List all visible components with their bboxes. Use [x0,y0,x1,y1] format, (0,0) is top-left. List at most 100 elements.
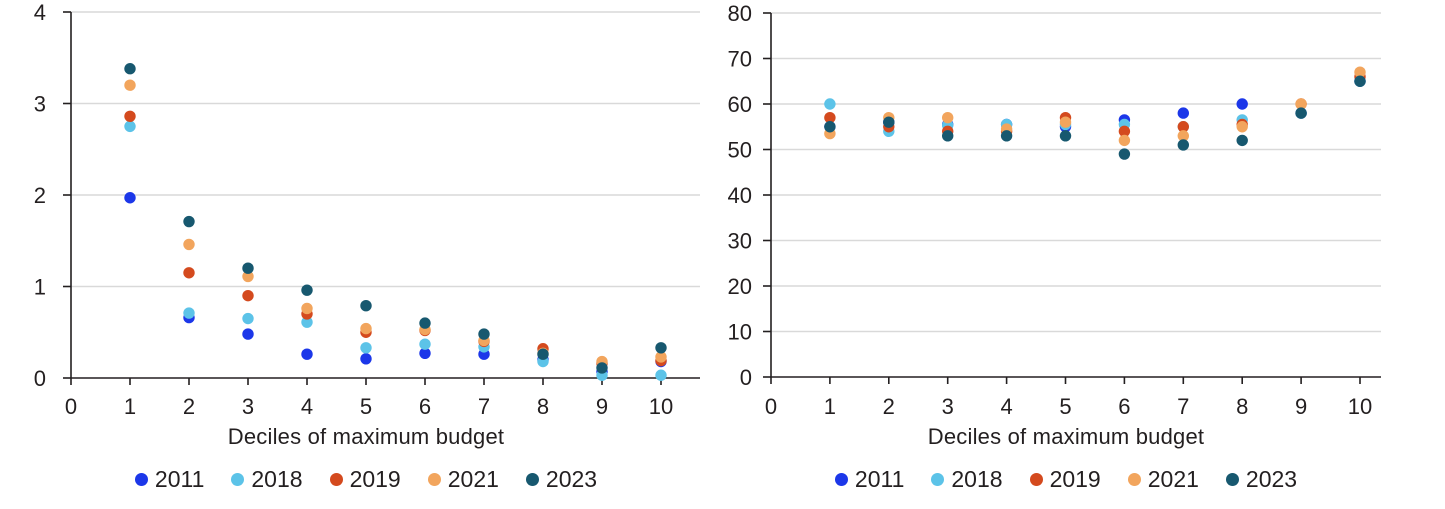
legend-dot-2018 [931,473,945,486]
legend-item-2018: 2018 [231,466,303,493]
data-point-2023 [596,362,608,374]
data-point-2023 [1354,75,1366,87]
data-point-2023 [1059,130,1072,142]
y-axis-tick-label: 10 [728,320,752,345]
legend-label: 2023 [1245,466,1298,492]
data-point-2021 [1354,66,1366,78]
legend-label: 2021 [447,466,499,492]
y-axis-tick-label: 2 [34,183,46,208]
x-axis-tick-label: 6 [419,394,431,419]
data-point-2023 [1000,130,1013,142]
data-point-2019 [824,111,836,124]
legend-dot-2023 [1225,473,1239,486]
legend-item-2023: 2023 [1225,466,1298,493]
y-axis-tick-label: 1 [34,275,46,300]
legend-item-2021: 2021 [427,466,499,493]
legend-item-2011: 2011 [834,466,905,493]
x-axis-title-right: Deciles of maximum budget [927,424,1205,449]
data-point-2023 [124,63,136,75]
y-axis-tick-label: 20 [728,274,752,299]
data-point-2023 [242,262,254,274]
y-axis-tick-label: 4 [34,0,46,25]
data-point-2023 [655,342,667,354]
y-axis-tick-label: 30 [728,229,752,254]
x-axis-tick-label: 0 [765,394,777,419]
data-point-2023 [301,284,313,296]
x-axis-tick-label: 3 [942,394,954,419]
y-axis-tick-label: 50 [728,138,752,163]
legend-left: 2011 2018 2019 2021 2023 [71,466,661,493]
data-point-2011 [1177,107,1190,119]
data-point-2023 [1295,107,1307,119]
data-point-2021 [124,79,136,91]
legend-dot-2018 [231,473,245,486]
data-point-2019 [1177,121,1190,133]
x-axis-tick-label: 9 [1295,394,1307,419]
legend-item-2019: 2019 [1029,466,1101,493]
data-point-2018 [655,369,667,381]
x-axis-tick-label: 5 [360,394,372,419]
x-axis-tick-label: 10 [649,394,673,419]
x-axis-tick-label: 5 [1059,394,1071,419]
x-axis-tick-label: 8 [537,394,549,419]
legend-dot-2011 [134,473,148,486]
legend-right: 2011 2018 2019 2021 2023 [771,466,1361,493]
legend-label: 2023 [545,466,598,492]
legend-dot-2023 [525,473,539,486]
data-point-2011 [124,192,136,204]
data-point-2018 [242,312,254,325]
legend-dot-2021 [1127,473,1141,486]
legend-dot-2019 [329,473,343,486]
data-point-2019 [124,110,136,123]
legend-label: 2011 [154,466,205,492]
data-point-2021 [183,238,195,251]
legend-dot-2011 [834,473,848,486]
data-point-2023 [537,348,549,360]
data-point-2018 [301,316,313,328]
y-axis-tick-label: 70 [728,47,752,72]
data-point-2011 [301,348,313,360]
legend-dot-2021 [427,473,441,486]
data-point-2023 [1177,139,1190,151]
data-point-2021 [360,322,372,335]
data-point-2023 [1118,148,1131,160]
x-axis-title-left: Deciles of maximum budget [227,424,505,449]
data-point-2018 [824,98,836,110]
data-point-2021 [1295,98,1307,110]
data-point-2011 [419,347,431,359]
x-axis-tick-label: 8 [1236,394,1248,419]
legend-label: 2018 [251,466,303,492]
legend-label: 2018 [951,466,1003,492]
legend-item-2019: 2019 [329,466,401,493]
data-point-2021 [242,270,254,283]
data-point-2021 [1236,121,1248,133]
data-point-2021 [1118,134,1131,147]
x-axis-tick-label: 4 [1000,394,1012,419]
y-axis-tick-label: 60 [728,92,752,117]
data-point-2018 [124,120,136,133]
data-point-2011 [242,328,254,340]
data-point-2019 [183,267,195,279]
x-axis-tick-label: 6 [1118,394,1130,419]
legend-item-2023: 2023 [525,466,598,493]
data-point-2023 [478,328,490,340]
legend-label: 2011 [854,466,905,492]
y-axis-tick-label: 80 [728,1,752,26]
data-point-2011 [1236,98,1248,110]
x-axis-tick-label: 7 [478,394,490,419]
legend-label: 2019 [349,466,401,492]
x-axis-tick-label: 0 [65,394,77,419]
data-point-2023 [360,300,372,312]
data-point-2023 [419,317,431,329]
x-axis-tick-label: 7 [1177,394,1189,419]
data-point-2021 [655,351,667,363]
y-axis-tick-label: 40 [728,183,752,208]
data-point-2018 [183,307,195,319]
legend-item-2011: 2011 [134,466,205,493]
data-point-2021 [942,111,954,124]
data-point-2019 [1118,125,1131,137]
legend-dot-2019 [1029,473,1043,486]
data-point-2023 [942,130,954,142]
